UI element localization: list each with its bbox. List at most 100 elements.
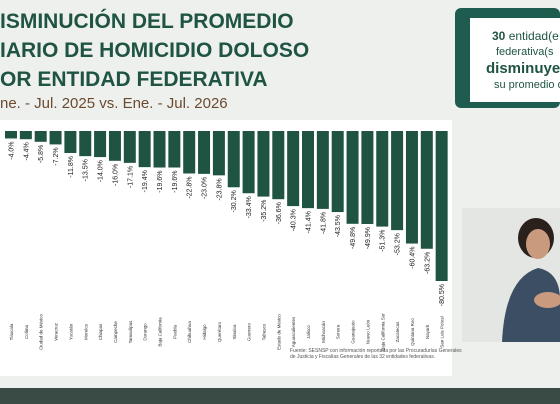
value-label: -36.6% [276, 202, 283, 224]
value-label: -60.4% [409, 247, 416, 269]
side-line: disminuye [486, 60, 560, 77]
value-label: -17.1% [127, 166, 134, 188]
bar [331, 131, 344, 213]
category-label: Baja California [158, 317, 163, 347]
category-label: Querétaro [217, 321, 222, 342]
bar [420, 131, 433, 249]
side-text: 30 entidad(e [492, 29, 559, 43]
value-label: -7.2% [53, 147, 60, 165]
value-label: -14.0% [98, 160, 105, 182]
bar [79, 131, 92, 157]
value-label: -80.5% [439, 284, 446, 306]
title-line: ISMINUCIÓN DEL PROMEDIO [0, 9, 294, 33]
side-panel-inner [470, 18, 560, 102]
bar [123, 131, 136, 163]
bar [138, 131, 151, 168]
bottom-strip [0, 388, 560, 404]
source: Fuente: SESNSP con información reportada… [290, 348, 462, 354]
bar [49, 131, 62, 145]
value-label: -19.6% [172, 171, 179, 193]
bar [391, 131, 404, 231]
bar [376, 131, 389, 227]
category-label: Quintana Roo [410, 318, 415, 346]
category-label: Hidalgo [202, 324, 207, 340]
value-label: -40.3% [291, 209, 298, 231]
category-label: Tamaulipas [128, 320, 133, 344]
category-label: Tlaxcala [9, 323, 14, 340]
bar [227, 131, 240, 188]
value-label: -43.5% [335, 215, 342, 237]
value-label: -4.4% [23, 142, 30, 160]
value-label: -13.5% [83, 159, 90, 181]
category-label: Guanajuato [351, 320, 356, 344]
bar [272, 131, 285, 200]
side-line: entidad(e [509, 29, 559, 43]
value-label: -11.8% [68, 156, 75, 178]
value-label: -5.8% [38, 145, 45, 163]
category-label: Veracruz [54, 322, 59, 341]
value-label: -35.2% [261, 200, 268, 222]
bar [346, 131, 359, 224]
person-body [502, 268, 560, 342]
category-label: Guerrero [247, 323, 252, 342]
bar [435, 131, 448, 281]
category-label: Baja California Sur [380, 313, 385, 351]
category-label: Zacatecas [395, 321, 400, 343]
bar [257, 131, 270, 197]
category-label: Yucatán [68, 323, 73, 340]
category-label: Sonora [336, 324, 341, 339]
category-label: Estado de México [276, 314, 281, 350]
value-label: -41.8% [320, 212, 327, 234]
value-label: -4.0% [9, 141, 16, 159]
value-label: -23.8% [216, 178, 223, 200]
category-label: San Luis Potosí [440, 315, 445, 347]
bar [405, 131, 418, 244]
bar [34, 131, 47, 142]
person-hands [534, 292, 560, 308]
value-label: -33.4% [246, 196, 253, 218]
bar [316, 131, 329, 209]
value-label: -19.4% [142, 170, 149, 192]
category-label: Sinaloa [232, 324, 237, 340]
bar [108, 131, 121, 161]
category-label: Morelos [83, 323, 88, 340]
bar [198, 131, 211, 174]
value-label: -53.2% [395, 233, 402, 255]
category-label: Jalisco [306, 325, 311, 339]
value-label: -16.0% [112, 164, 119, 186]
title-line: IARIO DE HOMICIDIO DOLOSO [0, 39, 309, 62]
bar [302, 131, 314, 209]
category-label: Durango [143, 323, 148, 341]
category-label: Colima [24, 325, 29, 340]
category-label: Chiapas [98, 323, 103, 340]
category-label: Nayarit [425, 324, 430, 339]
value-label: -41.4% [306, 211, 313, 233]
category-label: Puebla [172, 324, 177, 339]
title-line: OR ENTIDAD FEDERATIVA [0, 68, 268, 91]
side-line: federativa(s [496, 46, 554, 58]
source: de Justicia y Fiscalías Generales de las… [290, 354, 435, 360]
bar [64, 131, 77, 153]
bar [168, 131, 181, 168]
value-label: -30.2% [231, 190, 238, 212]
value-label: -49.9% [365, 227, 372, 249]
side-number: 30 [492, 29, 506, 43]
value-label: -51.3% [380, 230, 387, 252]
bar [94, 131, 107, 158]
side-line: su promedio d [494, 79, 560, 91]
category-label: Ciudad de México [39, 313, 44, 350]
subtitle: ne. - Jul. 2025 vs. Ene. - Jul. 2026 [0, 95, 228, 112]
value-label: -49.8% [350, 227, 357, 249]
bar [361, 131, 374, 224]
bar [287, 131, 300, 207]
value-label: -22.8% [187, 176, 194, 198]
person-face [526, 229, 550, 259]
bar [153, 131, 166, 168]
category-label: Tabasco [261, 323, 266, 340]
category-label: Michoacán [321, 321, 326, 343]
value-label: -63.2% [424, 252, 431, 274]
category-label: Aguascalientes [291, 316, 296, 347]
bar [242, 131, 255, 194]
